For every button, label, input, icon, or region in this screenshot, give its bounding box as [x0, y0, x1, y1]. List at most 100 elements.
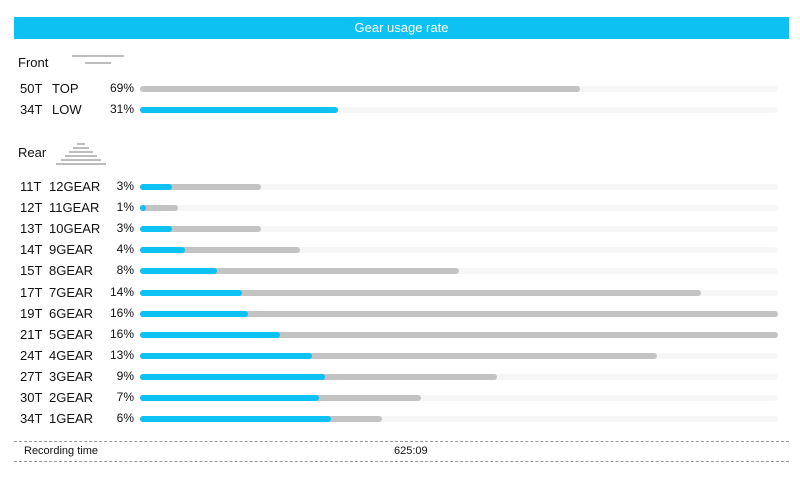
- teeth-count: 30T: [20, 390, 43, 405]
- front-gear-row: 50T TOP 69%: [0, 78, 800, 99]
- teeth-count: 15T: [20, 263, 43, 279]
- usage-bar-track: [140, 226, 778, 233]
- usage-bar-total: [140, 289, 701, 296]
- usage-bar-total: [140, 331, 778, 338]
- teeth-count: 21T: [20, 326, 43, 342]
- usage-bar-track: [140, 289, 778, 296]
- rear-gear-row: 34T 1GEAR 6%: [0, 408, 800, 429]
- rear-gear-row: 21T 5GEAR 16%: [0, 324, 800, 345]
- usage-percent: 3%: [116, 179, 134, 193]
- usage-bar-track: [140, 184, 778, 190]
- teeth-count: 13T: [20, 221, 43, 237]
- rear-section-label: Rear: [18, 145, 47, 160]
- usage-bar-fill: [140, 226, 172, 233]
- usage-bar-fill: [140, 268, 217, 275]
- teeth-count: 24T: [20, 347, 43, 363]
- usage-bar-track: [140, 268, 778, 275]
- usage-percent: 13%: [109, 347, 134, 362]
- usage-percent: 4%: [116, 242, 134, 257]
- usage-bar-fill: [140, 310, 248, 317]
- teeth-count: 11T: [20, 179, 42, 194]
- usage-bar-total: [140, 184, 261, 190]
- gear-name: 11GEAR: [49, 200, 100, 216]
- rear-gear-row: 24T 4GEAR 13%: [0, 345, 800, 366]
- usage-percent: 14%: [109, 284, 134, 299]
- usage-bar-total: [140, 86, 580, 92]
- usage-bar-fill: [140, 331, 280, 338]
- recording-time-label: Recording time: [24, 445, 98, 457]
- rear-gear-row: 30T 2GEAR 7%: [0, 387, 800, 408]
- gear-name: 10GEAR: [49, 221, 101, 237]
- usage-bar-fill: [140, 289, 242, 296]
- rear-gear-row: 17T 7GEAR 14%: [0, 282, 800, 303]
- usage-percent: 16%: [109, 326, 134, 341]
- gear-name: 2GEAR: [49, 390, 94, 405]
- usage-bar-track: [140, 205, 778, 212]
- rear-gear-row: 13T 10GEAR 3%: [0, 218, 800, 239]
- usage-bar-track: [140, 107, 778, 113]
- gear-name: 3GEAR: [49, 368, 94, 384]
- usage-percent: 3%: [116, 221, 134, 236]
- gear-name: 12GEAR: [49, 179, 101, 194]
- usage-percent: 8%: [116, 263, 134, 278]
- usage-bar-fill: [140, 184, 172, 190]
- usage-percent: 69%: [109, 81, 134, 95]
- usage-bar-fill: [140, 205, 146, 212]
- gear-name: 1GEAR: [49, 411, 94, 427]
- rear-gear-row: 14T 9GEAR 4%: [0, 239, 800, 260]
- rear-gear-row: 27T 3GEAR 9%: [0, 366, 800, 387]
- usage-percent: 1%: [116, 200, 134, 215]
- usage-bar-track: [140, 395, 778, 401]
- teeth-count: 34T: [20, 102, 43, 117]
- usage-bar-total: [140, 310, 778, 317]
- rear-gear-row: 11T 12GEAR 3%: [0, 176, 800, 197]
- teeth-count: 14T: [20, 242, 43, 258]
- usage-bar-track: [140, 373, 778, 380]
- usage-percent: 16%: [109, 305, 134, 320]
- gear-name: 8GEAR: [49, 263, 94, 279]
- usage-bar-track: [140, 331, 778, 338]
- teeth-count: 19T: [20, 305, 43, 321]
- usage-percent: 6%: [116, 411, 134, 426]
- rear-gear-row: 19T 6GEAR 16%: [0, 303, 800, 324]
- usage-bar-total: [140, 268, 459, 275]
- usage-bar-total: [140, 205, 178, 212]
- usage-bar-track: [140, 310, 778, 317]
- usage-bar-fill: [140, 247, 185, 254]
- usage-bar-total: [140, 247, 300, 254]
- usage-bar-track: [140, 416, 778, 423]
- usage-bar-total: [140, 352, 657, 359]
- usage-percent: 31%: [109, 102, 134, 116]
- gear-name: TOP: [52, 81, 79, 96]
- recording-time-value: 625:09: [394, 445, 428, 457]
- page-title: Gear usage rate: [14, 17, 789, 39]
- usage-bar-track: [140, 247, 778, 254]
- teeth-count: 50T: [20, 81, 43, 96]
- usage-bar-track: [140, 352, 778, 359]
- gear-name: 6GEAR: [49, 305, 94, 321]
- usage-bar-fill: [140, 373, 325, 380]
- chainring-icon: [72, 55, 126, 67]
- teeth-count: 17T: [20, 284, 43, 300]
- gear-name: 5GEAR: [49, 326, 94, 342]
- usage-percent: 9%: [116, 368, 134, 383]
- rear-gear-row: 15T 8GEAR 8%: [0, 260, 800, 281]
- usage-bar-fill: [140, 395, 319, 401]
- gear-name: 4GEAR: [49, 347, 94, 363]
- gear-name: 9GEAR: [49, 242, 94, 258]
- usage-bar-fill: [140, 416, 331, 423]
- gear-name: 7GEAR: [49, 284, 94, 300]
- cassette-icon: [56, 143, 106, 167]
- front-gear-row: 34T LOW 31%: [0, 99, 800, 120]
- teeth-count: 34T: [20, 411, 43, 427]
- usage-bar-total: [140, 226, 261, 233]
- front-section-label: Front: [18, 55, 49, 70]
- usage-bar-fill: [140, 107, 338, 113]
- usage-bar-track: [140, 86, 778, 92]
- usage-percent: 7%: [116, 390, 134, 404]
- gear-name: LOW: [52, 102, 82, 117]
- recording-time-row: Recording time 625:09: [14, 441, 789, 462]
- teeth-count: 27T: [20, 368, 43, 384]
- usage-bar-fill: [140, 352, 312, 359]
- rear-gear-row: 12T 11GEAR 1%: [0, 197, 800, 218]
